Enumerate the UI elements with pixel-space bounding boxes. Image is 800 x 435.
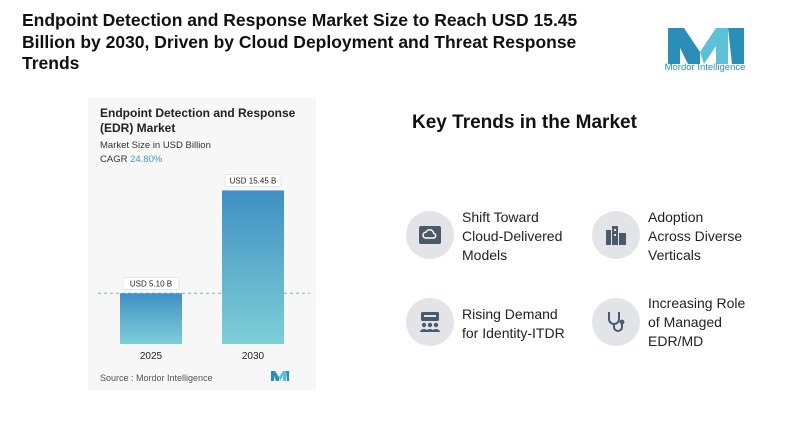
trend-item-identity: Rising Demand for Identity-ITDR: [462, 306, 565, 341]
brand-name: Mordor Intelligence: [664, 62, 746, 73]
chart-source: Source : Mordor Intelligence: [100, 373, 213, 383]
trend-item-cloud: Shift Toward Cloud-Delivered Models: [462, 209, 563, 263]
source-logo-icon: [271, 371, 289, 381]
data-label-box-2025: [122, 277, 180, 290]
cagr-line: CAGR 24.80%: [100, 154, 162, 165]
bar-chart: USD 5.10 B 2025 USD 15.45 B 2030: [98, 174, 310, 362]
bar-2025: [120, 293, 182, 344]
x-tick-label-2030: 2030: [242, 351, 265, 362]
stethoscope-icon: [592, 298, 640, 346]
trend-item-verticals: Adoption Across Diverse Verticals: [648, 209, 743, 263]
mordor-intelligence-logo: [668, 28, 744, 64]
cagr-value: 24.80%: [130, 154, 163, 165]
buildings-icon: [592, 211, 640, 259]
page-headline: Endpoint Detection and Response Market S…: [22, 10, 578, 73]
chart-subtitle: Market Size in USD Billion: [100, 140, 211, 151]
x-tick-label-2025: 2025: [140, 351, 163, 362]
identity-group-icon: [406, 298, 454, 346]
cagr-label: CAGR: [100, 154, 128, 165]
data-label-box-2030: [224, 174, 282, 187]
trend-item-managed-edr: Increasing Role of Managed EDR/MD: [648, 295, 746, 349]
chart-title: Endpoint Detection and Response (EDR) Ma…: [100, 106, 296, 135]
data-label-2030: USD 15.45 B: [230, 176, 277, 185]
data-label-2025: USD 5.10 B: [130, 279, 172, 288]
key-trends-title: Key Trends in the Market: [412, 112, 637, 133]
cloud-sync-icon: [406, 211, 454, 259]
bar-2030: [222, 190, 284, 344]
